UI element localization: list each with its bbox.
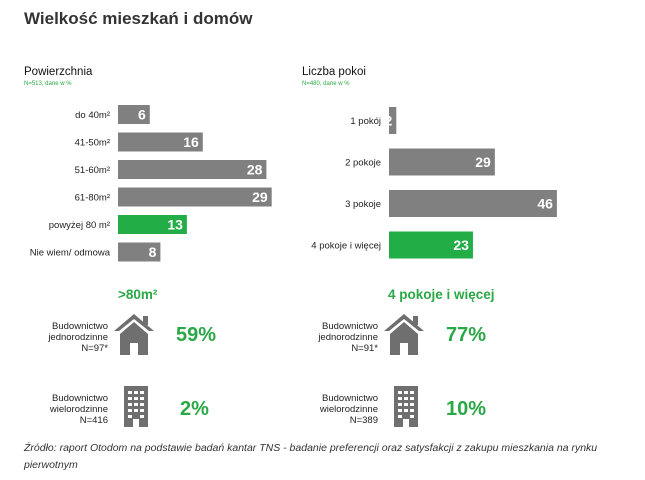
- bar-value-label: 8: [149, 244, 157, 260]
- source-note: Źródło: raport Otodom na podstawie badań…: [24, 442, 598, 471]
- bar-value-label: 28: [247, 162, 263, 178]
- right-house-percentage: 77%: [446, 324, 487, 346]
- bar: [389, 148, 495, 176]
- bar-value-label: 29: [475, 154, 491, 170]
- category-label: 1 pokój: [350, 116, 381, 127]
- bar-value-label: 46: [537, 196, 553, 212]
- left-block-percentage: 2%: [180, 398, 209, 420]
- left-house-percentage: 59%: [176, 324, 217, 346]
- left-chart-subtitle: N=513, dane w %: [24, 81, 72, 87]
- category-label: 51-60m²: [75, 165, 110, 176]
- right-block-percentage: 10%: [446, 398, 487, 420]
- apartment-building-icon: [124, 386, 148, 427]
- page-title: Wielkość mieszkań i domów: [24, 9, 253, 28]
- right-house-label: Budownictwo jednorodzinne N=91*: [318, 321, 378, 354]
- bar: [118, 242, 161, 262]
- house-icon: [114, 314, 154, 355]
- left-block-label: Budownictwo wielorodzinne N=416: [49, 393, 108, 426]
- right-chart-title: Liczba pokoi: [302, 66, 366, 78]
- category-label: powyżej 80 m²: [49, 220, 110, 231]
- left-segment-heading: >80m²: [118, 287, 158, 302]
- category-label: Nie wiem/ odmowa: [30, 248, 111, 259]
- bar: [118, 160, 267, 179]
- apartment-building-icon: [394, 386, 418, 427]
- right-block-label: Budownictwo wielorodzinne N=389: [319, 393, 378, 426]
- left-house-label: Budownictwo jednorodzinne N=97*: [48, 321, 108, 354]
- category-label: 41-50m²: [75, 138, 110, 149]
- category-label: 2 pokoje: [345, 158, 381, 169]
- bar-value-label: 23: [453, 237, 469, 253]
- right-segment-heading: 4 pokoje i więcej: [388, 287, 495, 302]
- category-label: 3 pokoje: [345, 199, 381, 210]
- right-chart-subtitle: N=480, dane w %: [302, 81, 350, 87]
- category-label: 4 pokoje i więcej: [311, 241, 381, 252]
- bar-value-label: 6: [138, 107, 146, 123]
- bar: [118, 132, 203, 152]
- left-chart-title: Powierzchnia: [24, 66, 93, 78]
- bar: [389, 107, 397, 134]
- bar-value-label: 2: [385, 113, 393, 129]
- bar: [118, 215, 187, 234]
- area-bar-chart: do 40m² 6 41-50m² 16 51-60m² 28 61-80m² 29 powyż…: [30, 105, 272, 262]
- category-label: 61-80m²: [75, 193, 110, 204]
- bar: [118, 105, 150, 124]
- bar: [118, 187, 272, 207]
- house-icon: [384, 314, 424, 355]
- bar-value-label: 29: [252, 189, 268, 205]
- rooms-bar-chart: 1 pokój 2 2 pokoje 29 3 pokoje 46 4 pokoje i w…: [311, 107, 557, 259]
- bar-value-label: 13: [167, 217, 183, 233]
- bar-value-label: 16: [183, 134, 199, 150]
- bar: [389, 190, 557, 217]
- category-label: do 40m²: [75, 110, 110, 121]
- bar: [389, 231, 473, 259]
